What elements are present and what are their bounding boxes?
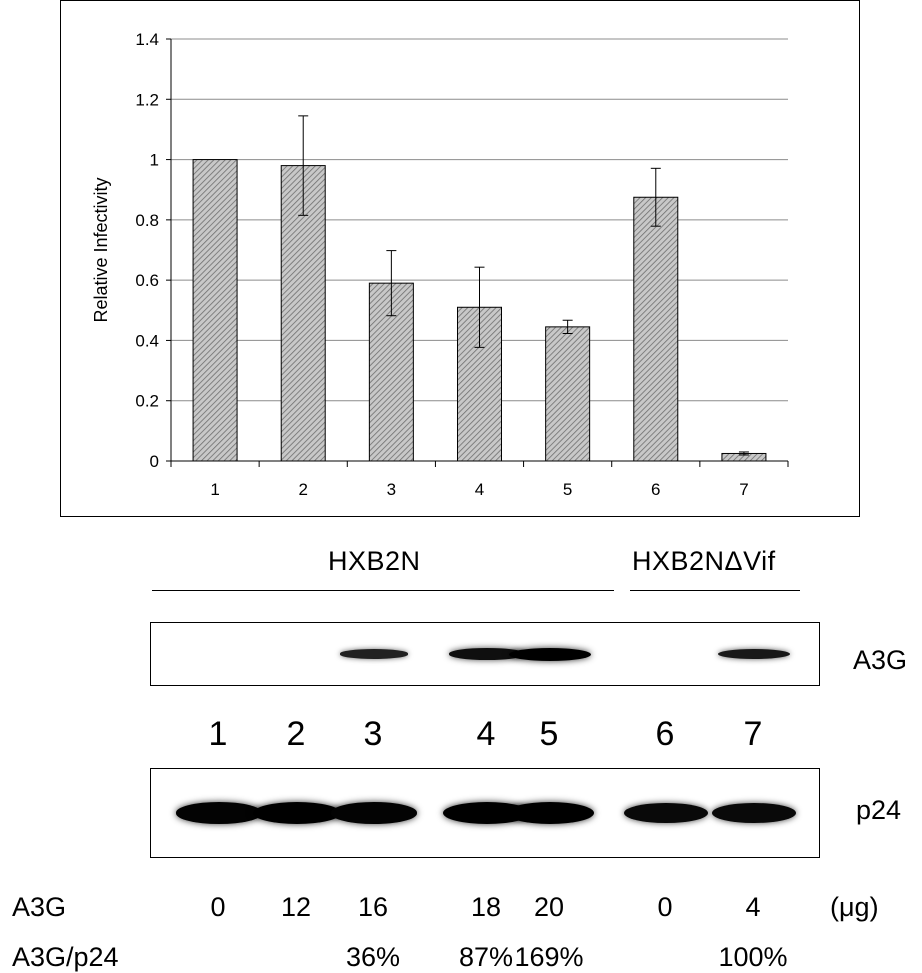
- y-tick-label: 1.4: [135, 30, 159, 49]
- ratio-value: 169%: [514, 942, 584, 972]
- lane-number: 5: [539, 715, 559, 753]
- ratio-value: 36%: [345, 942, 401, 972]
- band: [711, 802, 796, 824]
- ratio-value: 100%: [718, 942, 788, 972]
- a3g-amount: 12: [280, 892, 312, 922]
- a3g-amount: 16: [357, 892, 389, 922]
- y-tick-label: 1.2: [135, 90, 159, 109]
- p24-blot: [150, 768, 820, 858]
- p24-blot-label: p24: [856, 795, 902, 825]
- group-label-hxb2n-dvif: HXB2NΔVif: [632, 546, 776, 576]
- lane-number: 3: [363, 715, 383, 753]
- bar: [192, 159, 238, 462]
- y-tick-label: 0.2: [135, 392, 159, 411]
- a3g-amount: 18: [470, 892, 502, 922]
- a3g-blot: [150, 622, 820, 686]
- a3g-unit: (μg): [830, 892, 879, 922]
- band: [330, 802, 418, 824]
- group-label-hxb2n: HXB2N: [328, 546, 421, 576]
- lane-number: 1: [208, 715, 228, 753]
- lane-number: 7: [743, 715, 763, 753]
- group-line-hxb2n-dvif: [630, 590, 800, 591]
- lane-number: 4: [476, 715, 496, 753]
- a3g-blot-label: A3G: [853, 645, 908, 675]
- x-tick-label: 2: [298, 480, 307, 499]
- y-tick-label: 0.8: [135, 211, 159, 230]
- band: [449, 648, 525, 660]
- ratio-row-label: A3G/p24: [12, 942, 119, 972]
- a3g-amount: 20: [533, 892, 565, 922]
- band: [623, 802, 708, 824]
- band: [717, 648, 791, 660]
- a3g-amount: 0: [210, 892, 226, 922]
- y-axis-label: Relative Infectivity: [91, 177, 111, 322]
- band: [509, 647, 591, 661]
- x-tick-label: 3: [387, 480, 396, 499]
- bar: [545, 326, 591, 462]
- lane-number: 6: [655, 715, 675, 753]
- chart-frame: 0 0.2 0.4 0.6 0.8 1 1.2 1.4 Relative Infectivity…: [60, 0, 860, 517]
- x-tick-label: 5: [563, 480, 572, 499]
- band: [339, 649, 409, 659]
- x-tick-label: 4: [475, 480, 484, 499]
- x-tick-label: 7: [739, 480, 748, 499]
- a3g-amount: 4: [745, 892, 761, 922]
- group-line-hxb2n: [152, 590, 614, 591]
- y-tick-label: 0.4: [135, 331, 159, 350]
- ratio-value: 87%: [458, 942, 514, 972]
- a3g-amount: 0: [657, 892, 673, 922]
- band: [253, 802, 341, 824]
- bar-chart: 0 0.2 0.4 0.6 0.8 1 1.2 1.4 Relative Infectivity…: [91, 30, 789, 499]
- bar: [633, 196, 679, 462]
- y-tick-label: 0: [150, 452, 159, 471]
- y-tick-label: 1: [150, 151, 159, 170]
- a3g-row-label: A3G: [12, 892, 67, 922]
- y-tick-label: 0.6: [135, 271, 159, 290]
- lane-number: 2: [286, 715, 306, 753]
- x-tick-label: 1: [210, 480, 219, 499]
- x-tick-label: 6: [651, 480, 660, 499]
- band: [506, 802, 594, 824]
- band: [175, 802, 263, 824]
